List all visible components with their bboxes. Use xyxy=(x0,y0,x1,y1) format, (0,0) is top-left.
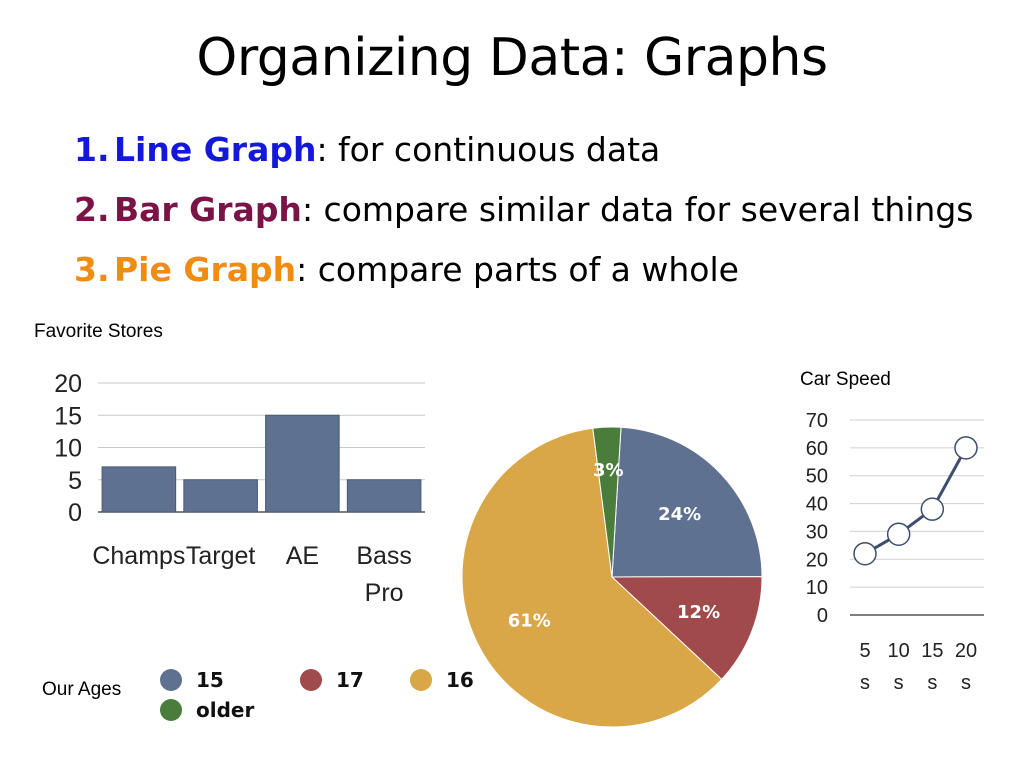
item-description: : compare parts of a whole xyxy=(296,250,739,289)
graph-types-list: 1. Line Graph: for continuous data 2. Bar … xyxy=(74,130,974,310)
pie-legend: 15 17 16 older xyxy=(160,668,500,724)
x-tick-label: s xyxy=(927,672,937,694)
x-tick-label: 15 xyxy=(921,640,943,662)
y-tick-label: 10 xyxy=(806,577,828,599)
item-number: 3. xyxy=(74,250,110,289)
item-term: Line Graph xyxy=(114,130,317,169)
pie-chart: 24% 12% 61% 3% xyxy=(461,426,763,728)
y-tick-label: 20 xyxy=(806,549,828,571)
legend-label: older xyxy=(196,698,255,722)
line-point xyxy=(954,436,978,460)
line-chart-caption: Car Speed xyxy=(800,369,891,390)
bar-target xyxy=(183,479,258,513)
line-chart: 0 10 20 30 40 50 60 70 5 s 10 s 15 s 20 s xyxy=(806,410,984,694)
bar-chart-caption: Favorite Stores xyxy=(34,321,163,342)
pie-data-label: 3% xyxy=(593,460,624,481)
item-term: Bar Graph xyxy=(114,190,302,229)
x-tick-label: Pro xyxy=(365,579,404,607)
pie-chart-caption: Our Ages xyxy=(42,679,122,700)
y-tick-label: 50 xyxy=(806,466,828,488)
legend-item-older: older xyxy=(160,698,254,722)
legend-swatch xyxy=(160,699,182,721)
x-tick-label: 20 xyxy=(955,640,977,662)
bar-bass-pro xyxy=(346,479,422,513)
line-series xyxy=(864,447,968,556)
y-tick-label: 20 xyxy=(54,370,82,398)
pie-data-label: 61% xyxy=(508,610,551,631)
y-tick-label: 5 xyxy=(68,467,82,495)
pie-data-label: 24% xyxy=(658,504,701,525)
list-item-pie-graph: 3. Pie Graph: compare parts of a whole xyxy=(74,250,974,310)
pie-slice-older xyxy=(592,426,622,578)
legend-swatch xyxy=(300,669,322,691)
legend-swatch xyxy=(410,669,432,691)
legend-swatch xyxy=(160,669,182,691)
line-point xyxy=(853,541,877,566)
legend-item-17: 17 xyxy=(300,668,364,692)
legend-item-16: 16 xyxy=(410,668,474,692)
item-number: 1. xyxy=(74,130,110,169)
y-tick-label: 0 xyxy=(817,605,828,627)
y-tick-label: 30 xyxy=(806,521,828,543)
x-tick-label: AE xyxy=(286,542,319,570)
x-tick-label: Champs xyxy=(92,542,185,570)
bar-champs xyxy=(101,466,177,513)
y-tick-label: 60 xyxy=(806,438,828,460)
list-item-line-graph: 1. Line Graph: for continuous data xyxy=(74,130,974,190)
legend-item-15: 15 xyxy=(160,668,224,692)
pie-slice-15 xyxy=(611,426,763,578)
y-tick-label: 70 xyxy=(806,410,828,432)
pie-slice-17 xyxy=(610,576,763,681)
x-tick-label: Bass xyxy=(356,542,412,570)
item-description: : for continuous data xyxy=(316,130,661,169)
bar-ae xyxy=(265,414,340,513)
line-point xyxy=(886,522,911,546)
slide-title: Organizing Data: Graphs xyxy=(196,28,828,88)
y-tick-label: 40 xyxy=(806,494,828,516)
legend-label: 15 xyxy=(196,668,224,692)
pie-slice-16 xyxy=(461,427,723,728)
x-tick-label: Target xyxy=(186,542,256,570)
y-tick-label: 10 xyxy=(54,435,82,463)
x-tick-label: s xyxy=(961,672,971,694)
x-tick-label: 10 xyxy=(888,640,910,662)
item-number: 2. xyxy=(74,190,110,229)
legend-label: 16 xyxy=(446,668,474,692)
x-tick-label: 5 xyxy=(859,640,870,662)
list-item-bar-graph: 2. Bar Graph: compare similar data for se… xyxy=(74,190,974,250)
bar-chart: 0 5 10 15 20 Champs Target AE Bass Pro xyxy=(54,370,425,607)
pie-data-label: 12% xyxy=(677,602,720,623)
x-tick-label: s xyxy=(894,672,904,694)
item-term: Pie Graph xyxy=(114,250,297,289)
line-point xyxy=(920,497,945,521)
x-tick-label: s xyxy=(860,672,870,694)
legend-label: 17 xyxy=(336,668,364,692)
y-tick-label: 15 xyxy=(54,402,82,430)
y-tick-label: 0 xyxy=(68,499,82,527)
item-description: : compare similar data for several thing… xyxy=(301,190,974,229)
